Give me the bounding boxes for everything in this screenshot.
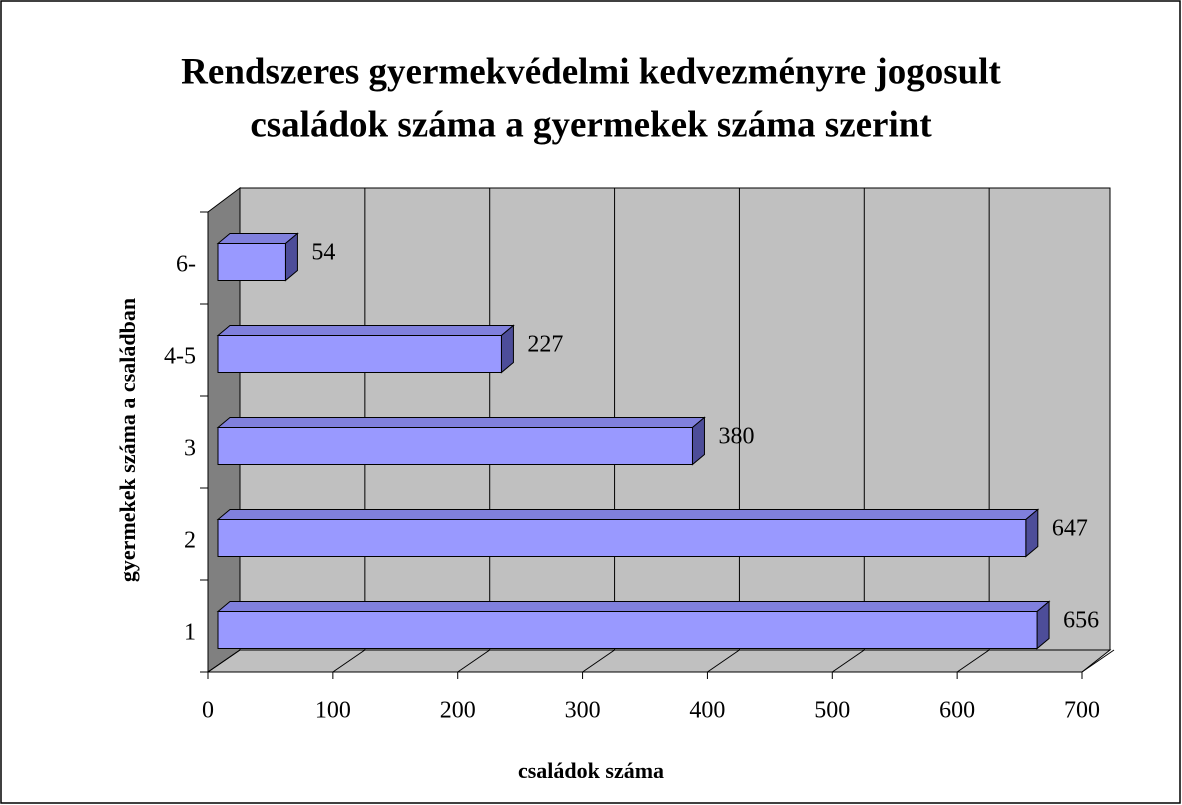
chart-title: családok száma a gyermekek száma szerint [250,104,932,145]
y-tick-label: 1 [184,620,196,646]
data-label: 227 [527,332,563,358]
floor-grid [207,649,241,673]
floor-grid [457,649,490,673]
x-tick-label: 300 [565,698,601,724]
bar [217,427,693,465]
floor-grid [582,649,615,673]
bar [217,335,502,373]
x-tick-label: 400 [689,698,725,724]
x-tick-label: 500 [814,698,850,724]
data-label: 380 [718,424,754,450]
bar-top [216,601,1051,612]
x-tick-label: 0 [202,698,214,724]
floor-grid [332,649,366,673]
x-axis-label: családok száma [518,758,664,783]
y-tick-label: 2 [184,528,196,554]
y-axis-label: gyermekek száma a családban [115,298,140,582]
bar-top [216,509,1040,520]
bar-top [216,417,706,428]
floor-grid [707,649,740,673]
floor-grid [956,649,990,673]
data-label: 647 [1052,516,1088,542]
y-tick-label: 6- [176,252,196,278]
y-tick-label: 3 [184,436,196,462]
bar-top [216,325,515,336]
bar [217,243,286,281]
floor-grid [1081,649,1115,673]
x-tick-label: 700 [1064,698,1100,724]
x-tick-label: 200 [440,698,476,724]
bar [217,611,1038,649]
chart-title: Rendszeres gyermekvédelmi kedvezményre j… [181,51,1001,92]
y-tick-label: 4-5 [164,344,196,370]
floor [206,649,1112,673]
bar [217,519,1027,557]
floor-grid [832,649,865,673]
data-label: 54 [311,240,335,266]
x-tick-label: 600 [939,698,975,724]
x-tick-label: 100 [315,698,351,724]
bar-top [216,233,299,244]
data-label: 656 [1063,608,1099,634]
